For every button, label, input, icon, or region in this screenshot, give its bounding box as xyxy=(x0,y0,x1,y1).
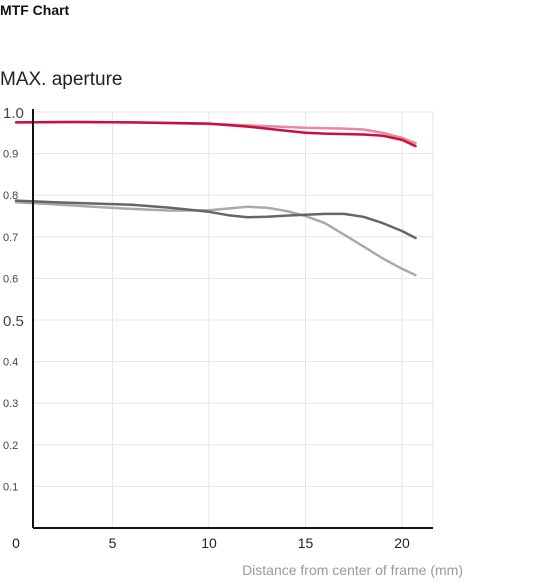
x-tick-label: 5 xyxy=(109,535,117,551)
y-tick-label: 0.8 xyxy=(3,190,18,202)
chart-subtitle: MAX. aperture xyxy=(0,69,123,90)
y-tick-label: 1.0 xyxy=(3,105,24,122)
x-tick-label: 10 xyxy=(201,535,217,551)
x-tick-label: 15 xyxy=(298,535,314,551)
y-tick-label: 0.5 xyxy=(3,313,24,330)
grid-lines xyxy=(33,111,434,528)
y-tick-label: 0.2 xyxy=(3,440,18,452)
series-lines xyxy=(14,120,417,277)
x-tick-label: 0 xyxy=(12,535,20,551)
x-tick-label: 20 xyxy=(394,535,410,551)
x-tick-labels: 0 5 10 15 20 xyxy=(12,535,410,551)
series-line-4 xyxy=(14,199,417,240)
y-tick-labels: 1.0 0.9 0.8 0.7 0.6 0.5 0.4 0.3 0.2 0.1 xyxy=(3,105,24,493)
y-tick-label: 0.6 xyxy=(3,273,18,285)
page-title: MTF Chart xyxy=(0,2,70,18)
y-tick-label: 0.4 xyxy=(3,357,18,369)
y-tick-label: 0.7 xyxy=(3,232,18,244)
axes xyxy=(32,109,433,529)
series-line-2 xyxy=(14,120,417,148)
y-tick-label: 0.9 xyxy=(3,149,18,161)
series-line-3 xyxy=(14,201,417,277)
x-axis-label: Distance from center of frame (mm) xyxy=(242,562,463,578)
y-tick-label: 0.3 xyxy=(3,398,18,410)
y-tick-label: 0.1 xyxy=(3,481,18,493)
